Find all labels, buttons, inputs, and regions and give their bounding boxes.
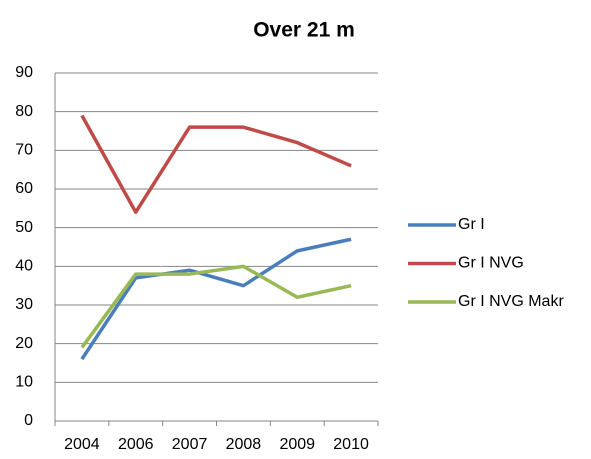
y-tick-label: 90 bbox=[15, 64, 33, 81]
y-tick-label: 10 bbox=[15, 374, 33, 391]
y-tick-label: 60 bbox=[15, 180, 33, 197]
x-tick-label: 2009 bbox=[279, 436, 315, 453]
y-tick-label: 40 bbox=[15, 258, 33, 275]
y-tick-label: 30 bbox=[15, 296, 33, 313]
chart-title: Over 21 m bbox=[253, 19, 355, 42]
legend-label: Gr I NVG bbox=[458, 255, 524, 272]
series-line bbox=[80, 237, 352, 361]
y-tick-label: 70 bbox=[15, 142, 33, 159]
series-line bbox=[80, 264, 352, 349]
x-tick-label: 2004 bbox=[64, 436, 100, 453]
legend-label: Gr I NVG Makr bbox=[458, 293, 564, 310]
legend-label: Gr I bbox=[458, 216, 485, 233]
x-tick-label: 2006 bbox=[118, 436, 154, 453]
y-tick-label: 20 bbox=[15, 335, 33, 352]
y-tick-label: 50 bbox=[15, 219, 33, 236]
x-tick-label: 2010 bbox=[333, 436, 369, 453]
x-tick-label: 2007 bbox=[172, 436, 208, 453]
series-line bbox=[80, 114, 352, 214]
x-tick-label: 2008 bbox=[226, 436, 262, 453]
y-tick-label: 0 bbox=[24, 412, 33, 429]
y-tick-label: 80 bbox=[15, 103, 33, 120]
